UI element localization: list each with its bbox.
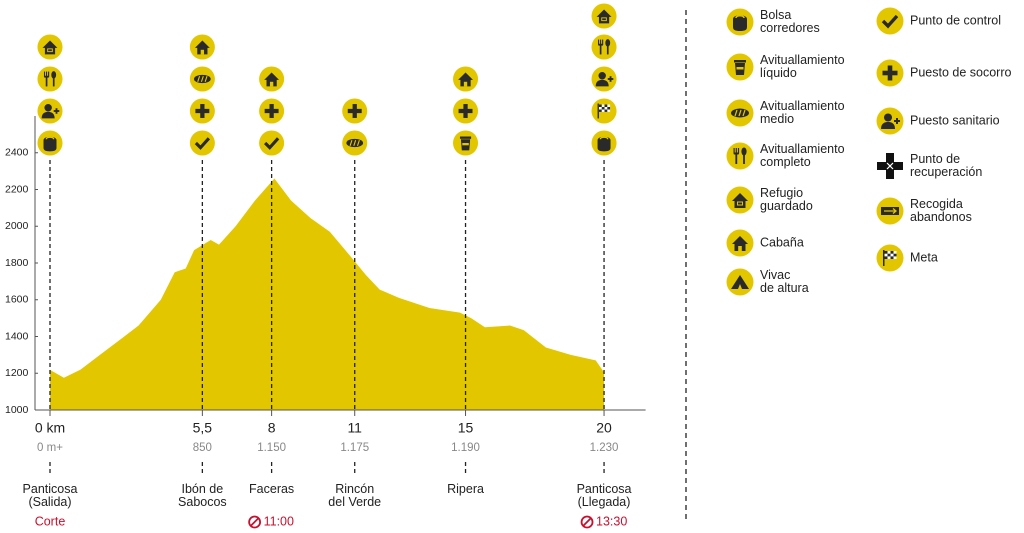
icon [876, 7, 904, 35]
y-tick-label: 1200 [5, 367, 29, 379]
icon [189, 66, 216, 92]
km-label: 15 [458, 420, 474, 436]
station-name: Ripera [447, 482, 484, 496]
gain-label: 1.175 [340, 442, 369, 454]
icon [726, 8, 754, 36]
legend-label: Punto de recuperación [910, 152, 983, 179]
icon [259, 66, 285, 92]
station-name: Ibón de Sabocos [178, 482, 227, 509]
icon [876, 152, 904, 180]
legend-label: Puesto de socorro [910, 65, 1012, 80]
legend-label: Meta [910, 250, 938, 265]
icon [580, 515, 594, 529]
gain-label: 0 m+ [37, 442, 63, 454]
y-tick-label: 1600 [5, 294, 29, 306]
km-label: 8 [268, 420, 276, 436]
gain-label: 850 [193, 442, 212, 454]
icon [37, 66, 63, 92]
y-tick-label: 1800 [5, 257, 29, 269]
station-name: Panticosa (Salida) [22, 482, 78, 509]
legend-label: Puesto sanitario [910, 113, 1000, 128]
icon [726, 268, 754, 296]
icon [258, 130, 285, 156]
icon [189, 130, 216, 156]
legend-label: Avituallamiento líquido [760, 53, 845, 80]
legend-label: Bolsa corredores [760, 8, 820, 35]
km-label: 0 km [35, 420, 65, 436]
icon [726, 99, 754, 127]
icon [37, 34, 63, 60]
km-label: 20 [596, 420, 612, 436]
km-label: 11 [347, 420, 362, 436]
icon [248, 515, 262, 529]
icon [259, 98, 285, 124]
gain-label: 1.150 [257, 442, 286, 454]
icon [189, 34, 215, 60]
icon [591, 98, 617, 124]
icon [876, 107, 904, 135]
icon [452, 98, 479, 124]
icon [452, 66, 479, 92]
y-tick-label: 2200 [5, 183, 29, 195]
station-time: 13:30 [596, 514, 627, 528]
legend-label: Punto de control [910, 13, 1002, 28]
icon [591, 34, 617, 60]
icon [591, 3, 617, 29]
gain-label: 1.190 [451, 442, 480, 454]
icon [726, 142, 754, 170]
icon [452, 130, 479, 156]
elevation-area [50, 178, 604, 410]
y-tick-label: 2400 [5, 147, 29, 159]
legend-label: Cabaña [760, 235, 804, 250]
y-tick-label: 2000 [5, 220, 29, 232]
icon [189, 98, 215, 124]
station-name: Faceras [249, 482, 295, 496]
gain-label: 1.230 [590, 442, 619, 454]
icon [591, 66, 617, 92]
legend-label: Avituallamiento medio [760, 99, 845, 126]
legend-label: Refugio guardado [760, 186, 813, 213]
legend-label: Avituallamiento completo [760, 142, 845, 169]
y-tick-label: 1400 [5, 330, 29, 342]
icon [726, 229, 754, 257]
icon [726, 186, 754, 214]
icon [876, 244, 904, 272]
station-time: 11:00 [264, 514, 294, 528]
icon [591, 130, 618, 156]
station-name: Panticosa (Llegada) [576, 482, 632, 509]
icon [37, 130, 63, 156]
station-time: Corte [35, 514, 66, 528]
icon [341, 130, 368, 156]
legend-label: Recogida abandonos [910, 197, 972, 224]
icon [726, 53, 754, 81]
station-name: Rincón del Verde [328, 482, 382, 509]
icon [876, 197, 904, 225]
icon [342, 98, 368, 124]
icon [37, 98, 63, 124]
legend-label: Vivac de altura [760, 268, 809, 295]
icon [876, 59, 904, 87]
km-label: 5,5 [193, 420, 213, 436]
y-tick-label: 1000 [5, 404, 29, 416]
